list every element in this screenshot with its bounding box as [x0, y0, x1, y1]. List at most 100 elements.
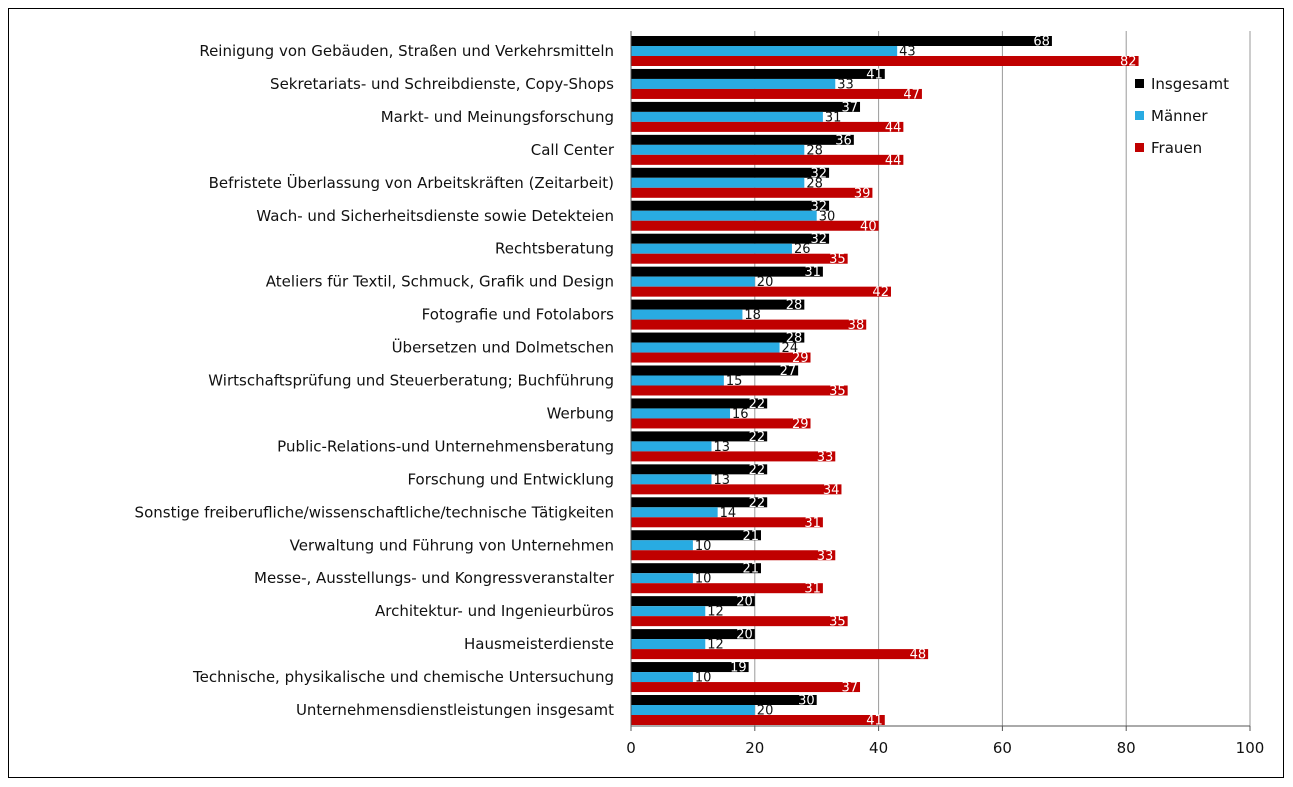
data-label: 22 [749, 397, 766, 412]
bar-m-nner [631, 342, 780, 353]
bar-m-nner [631, 144, 805, 155]
bar-m-nner [631, 375, 724, 386]
bar-frauen [631, 715, 885, 725]
data-label: 41 [866, 714, 883, 729]
category-label: Forschung und Entwicklung [407, 470, 614, 488]
bar-m-nner [631, 276, 755, 287]
bar-m-nner [631, 672, 693, 683]
bar-m-nner [631, 441, 712, 452]
bar-m-nner [631, 46, 898, 56]
bar-m-nner [631, 540, 693, 551]
x-tick-label: 80 [1117, 739, 1136, 757]
category-label: Reinigung von Gebäuden, Straßen und Verk… [199, 42, 614, 60]
data-label: 36 [835, 133, 852, 148]
bar-frauen [631, 385, 848, 396]
data-label: 34 [823, 483, 840, 498]
data-label: 20 [757, 704, 774, 719]
data-label: 47 [903, 87, 920, 102]
bar-frauen [631, 583, 823, 594]
data-label: 30 [819, 209, 836, 224]
data-label: 22 [749, 430, 766, 445]
bar-insgesamt [631, 101, 861, 112]
data-label: 21 [742, 562, 759, 577]
bar-frauen [631, 286, 891, 297]
bar-insgesamt [631, 167, 830, 178]
data-label: 20 [736, 628, 753, 643]
legend-swatch [1135, 79, 1144, 88]
category-label: Sonstige freiberufliche/wissenschaftlich… [135, 503, 614, 521]
bar-insgesamt [631, 464, 768, 475]
data-label: 29 [792, 417, 809, 432]
legend-swatch [1135, 143, 1144, 152]
bar-frauen [631, 352, 811, 363]
data-label: 35 [829, 615, 846, 630]
data-label: 40 [860, 219, 877, 234]
data-label: 43 [899, 45, 916, 60]
bar-frauen [631, 220, 879, 231]
category-label: Rechtsberatung [495, 240, 614, 258]
bar-m-nner [631, 474, 712, 485]
data-label: 21 [742, 529, 759, 544]
data-label: 33 [817, 450, 834, 465]
bar-frauen [631, 649, 929, 660]
category-label: Messe-, Ausstellungs- und Kongressverans… [254, 569, 615, 587]
bar-insgesamt [631, 497, 768, 508]
bar-frauen [631, 319, 867, 330]
bar-insgesamt [631, 530, 761, 541]
bar-frauen [631, 517, 823, 528]
x-tick-label: 40 [869, 739, 888, 757]
bar-frauen [631, 187, 873, 198]
bar-insgesamt [631, 563, 761, 574]
bar-frauen [631, 550, 836, 561]
data-label: 26 [794, 242, 811, 257]
data-label: 28 [786, 298, 803, 313]
data-label: 27 [780, 364, 797, 379]
bar-frauen [631, 88, 922, 99]
data-label: 32 [811, 232, 828, 247]
bar-frauen [631, 154, 904, 165]
data-label: 28 [806, 176, 823, 191]
data-label: 15 [726, 374, 743, 389]
data-label: 31 [804, 265, 821, 280]
category-label: Wach- und Sicherheitsdienste sowie Detek… [256, 207, 614, 225]
data-label: 31 [804, 516, 821, 531]
data-label: 44 [885, 153, 902, 168]
data-label: 20 [757, 275, 774, 290]
data-label: 42 [872, 285, 889, 300]
bar-insgesamt [631, 662, 749, 673]
data-label: 37 [841, 681, 858, 696]
data-label: 22 [749, 463, 766, 478]
bar-insgesamt [631, 134, 854, 145]
data-label: 19 [730, 661, 747, 676]
data-label: 48 [910, 648, 927, 663]
x-tick-label: 60 [993, 739, 1012, 757]
x-tick-label: 100 [1236, 739, 1265, 757]
bar-m-nner [631, 111, 823, 122]
legend-label: Männer [1151, 107, 1208, 125]
legend-label: Frauen [1151, 139, 1202, 157]
bar-insgesamt [631, 266, 823, 277]
bar-frauen [631, 418, 811, 429]
data-label: 82 [1120, 55, 1137, 70]
data-label: 32 [811, 199, 828, 214]
data-label: 33 [837, 77, 854, 92]
bar-insgesamt [631, 233, 830, 244]
bar-insgesamt [631, 299, 805, 310]
data-label: 41 [866, 67, 883, 82]
data-label: 35 [829, 252, 846, 267]
bar-m-nner [631, 705, 755, 715]
category-label: Unternehmensdienstleistungen insgesamt [296, 701, 614, 719]
bar-frauen [631, 484, 842, 495]
data-label: 29 [792, 351, 809, 366]
data-label: 13 [713, 440, 730, 455]
category-label: Übersetzen und Dolmetschen [392, 338, 614, 357]
data-label: 13 [713, 473, 730, 488]
category-label: Public-Relations-und Unternehmensberatun… [277, 437, 614, 455]
bar-insgesamt [631, 398, 768, 409]
bar-m-nner [631, 210, 817, 221]
data-label: 10 [695, 671, 712, 686]
category-label: Werbung [547, 404, 614, 422]
bar-m-nner [631, 573, 693, 584]
category-label: Fotografie und Fotolabors [422, 306, 615, 324]
data-label: 68 [1033, 35, 1050, 50]
